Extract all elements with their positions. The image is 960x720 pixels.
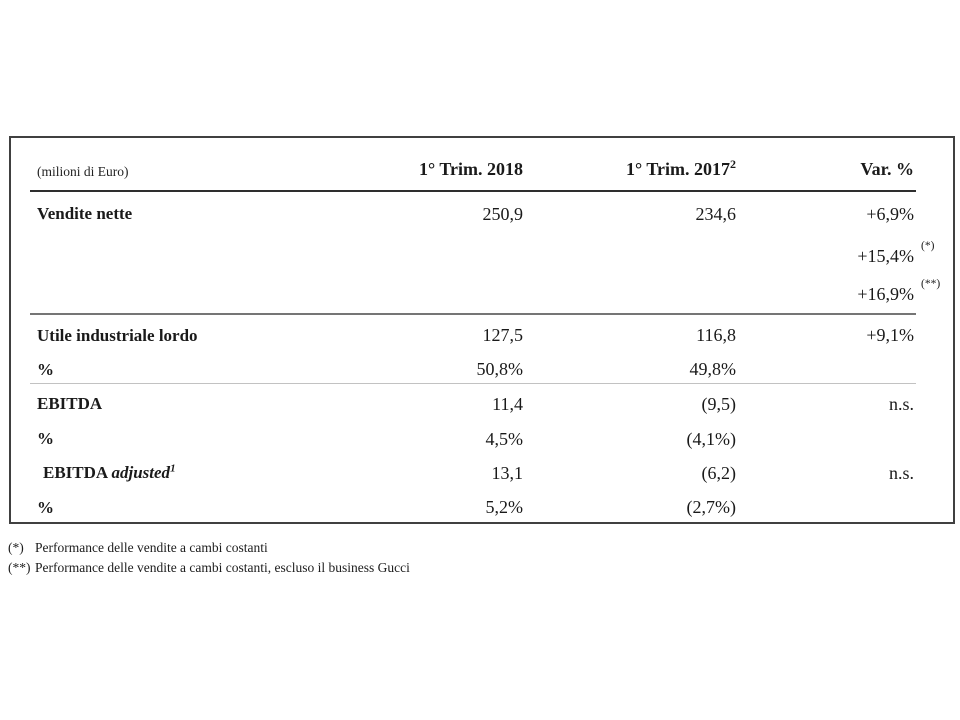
value-2017: 234,6 <box>695 203 737 224</box>
var-footnote-marker: (*) <box>921 239 935 252</box>
column-header-2017-superscript: 2 <box>730 157 736 171</box>
value-2017: (9,5) <box>701 393 737 414</box>
row-label: % <box>37 497 54 517</box>
footnote-marker: (**) <box>8 560 31 575</box>
header-divider <box>30 190 916 192</box>
var-value: +15,4% <box>857 245 914 266</box>
value-2018: 5,2% <box>485 497 524 517</box>
value-var <box>736 497 914 518</box>
value-var <box>736 359 914 380</box>
value-var: n.s. <box>736 463 914 484</box>
column-header-2017: 1° Trim. 20172 <box>523 157 736 180</box>
footnote: (*) Performance delle vendite a cambi co… <box>8 538 410 558</box>
value-2017: 49,8% <box>689 359 737 379</box>
var-value: +9,1% <box>866 325 914 345</box>
var-value: +16,9% <box>857 284 914 304</box>
var-footnote-marker: (**) <box>921 278 941 290</box>
footnote-marker: (*) <box>8 540 24 555</box>
footnote-text: Performance delle vendite a cambi costan… <box>35 560 410 575</box>
row-label: Vendite nette <box>37 204 133 223</box>
table-row: % 4,5% (4,1%) <box>11 424 953 454</box>
var-value: n.s. <box>888 393 914 414</box>
value-2018: 4,5% <box>485 428 524 449</box>
value-var: +16,9% (**) <box>736 278 940 305</box>
value-2017: (6,2) <box>701 462 737 483</box>
column-header-2018: 1° Trim. 2018 <box>418 159 523 179</box>
value-var: +6,9% <box>736 204 914 225</box>
value-2017: 116,8 <box>696 325 736 345</box>
value-2018: 127,5 <box>482 325 524 345</box>
table-row: EBITDA adjusted1 13,1 (6,2) n.s. <box>11 454 953 492</box>
row-label: % <box>37 359 54 379</box>
var-value: +6,9% <box>866 203 914 224</box>
value-2018: 50,8% <box>476 359 524 379</box>
table-row: +16,9% (**) <box>11 276 953 313</box>
value-var: n.s. <box>736 394 914 415</box>
row-label-superscript: 1 <box>170 462 176 475</box>
table-row: Utile industriale lordo 127,5 116,8 +9,1… <box>11 315 953 356</box>
row-label: EBITDA adjusted1 <box>37 463 337 483</box>
unit-label: (milioni di Euro) <box>37 164 129 179</box>
var-value: n.s. <box>888 462 914 483</box>
row-label: Utile industriale lordo <box>37 325 198 345</box>
value-2018: 250,9 <box>482 203 524 224</box>
table-row: EBITDA 11,4 (9,5) n.s. <box>11 384 953 424</box>
column-header-2017-text: 1° Trim. 2017 <box>625 159 730 179</box>
row-label-text: EBITDA <box>43 463 112 482</box>
value-2017: (4,1%) <box>686 428 736 449</box>
value-2018: 11,4 <box>492 393 523 414</box>
footnote-text: Performance delle vendite a cambi costan… <box>35 540 268 555</box>
row-label-italic: adjusted <box>111 463 171 482</box>
table-row: +15,4% (*) <box>11 236 953 276</box>
row-label: EBITDA <box>37 394 103 413</box>
value-var: +15,4% (*) <box>736 240 934 267</box>
table-row: Vendite nette 250,9 234,6 +6,9% <box>11 192 953 236</box>
column-header-var: Var. % <box>860 159 914 179</box>
section-divider-light <box>30 383 916 384</box>
value-2018: 13,1 <box>491 462 524 483</box>
table-row: % 5,2% (2,7%) <box>11 492 953 523</box>
table-row: % 50,8% 49,8% <box>11 356 953 383</box>
section-divider <box>30 313 916 315</box>
footnotes: (*) Performance delle vendite a cambi co… <box>8 538 410 578</box>
value-var: +9,1% <box>736 325 914 346</box>
value-2017: (2,7%) <box>686 497 736 517</box>
financial-results-table: (milioni di Euro) 1° Trim. 2018 1° Trim.… <box>9 136 955 524</box>
table-header-row: (milioni di Euro) 1° Trim. 2018 1° Trim.… <box>11 138 953 190</box>
row-label: % <box>37 429 54 448</box>
footnote: (**) Performance delle vendite a cambi c… <box>8 558 410 578</box>
value-var <box>736 429 914 450</box>
